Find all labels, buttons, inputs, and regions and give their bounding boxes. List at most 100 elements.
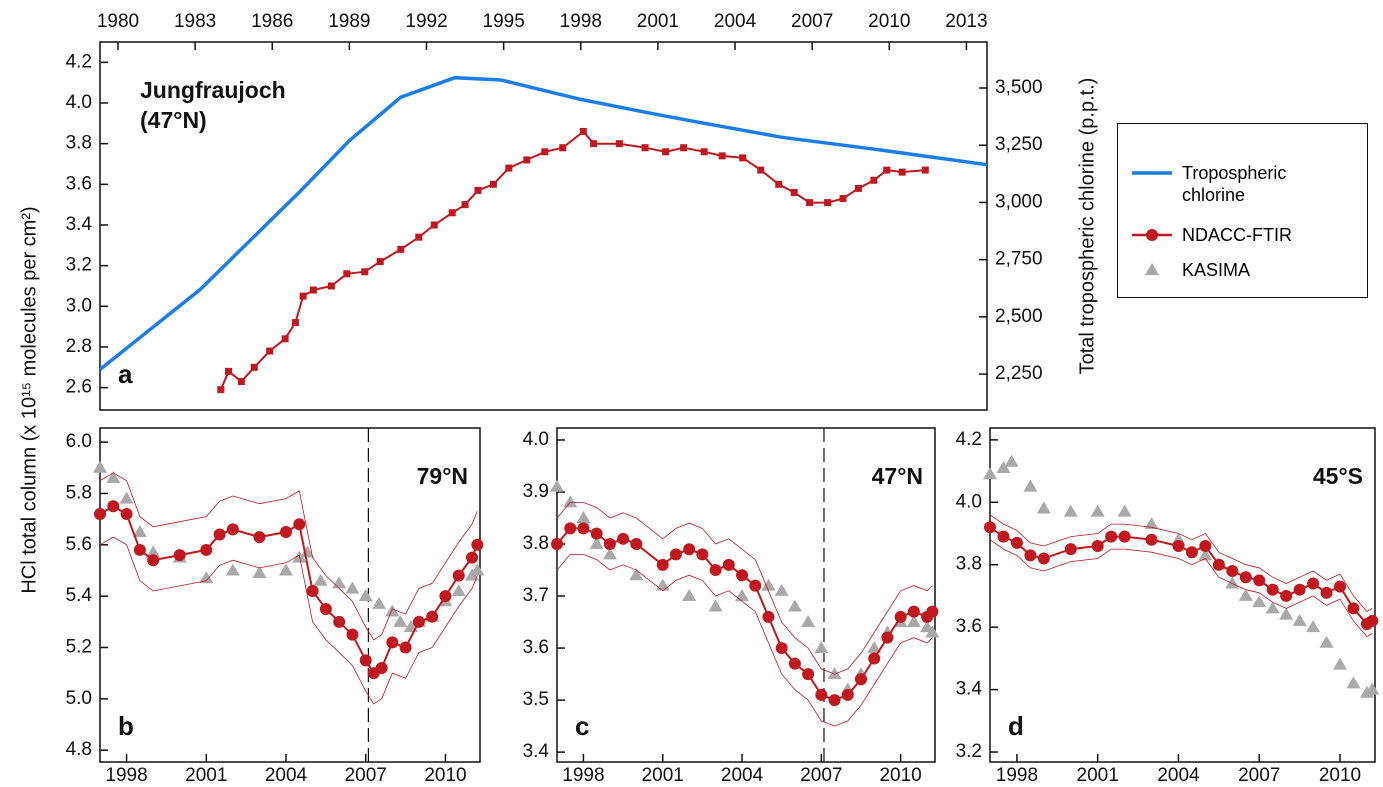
y-tick-label: 3.6: [66, 173, 92, 194]
marker: [293, 518, 306, 531]
marker: [1359, 685, 1374, 698]
y-tick-label: 3.4: [956, 679, 983, 700]
marker: [579, 127, 587, 135]
legend: Tropospheric chlorine NDACC-FTIR KASIMA: [1117, 123, 1368, 298]
x-tick-label: 2007: [800, 765, 842, 786]
marker: [1279, 607, 1294, 620]
marker: [1253, 574, 1266, 587]
y2-tick-label: 3,500: [995, 77, 1043, 98]
legend-entry: Tropospheric chlorine: [1130, 162, 1332, 206]
marker: [718, 152, 726, 160]
marker: [448, 209, 456, 217]
marker: [1266, 583, 1279, 596]
marker: [761, 578, 776, 591]
marker: [1063, 504, 1078, 517]
marker: [343, 270, 351, 278]
x-tick-label: 1986: [251, 11, 293, 32]
marker: [252, 566, 267, 579]
x-tick-label: 1998: [105, 765, 147, 786]
marker: [655, 578, 670, 591]
marker: [1265, 601, 1280, 614]
marker: [1333, 657, 1347, 670]
marker: [617, 532, 630, 545]
marker: [629, 568, 644, 581]
y2-tick-label: 2,250: [995, 363, 1043, 384]
x-tick-label: 2007: [345, 765, 387, 786]
marker: [1117, 504, 1132, 517]
marker: [94, 508, 106, 521]
marker: [854, 184, 862, 192]
marker: [806, 199, 814, 207]
marker: [898, 168, 906, 176]
marker: [630, 538, 643, 551]
y-tick-label: 3.4: [523, 741, 550, 762]
y-tick-label: 4.2: [956, 429, 982, 450]
y-tick-label: 3.5: [523, 689, 549, 710]
marker: [266, 347, 274, 355]
marker: [590, 140, 598, 148]
marker: [281, 335, 289, 343]
marker: [541, 148, 549, 156]
marker: [470, 563, 485, 576]
y-tick-label: 5.0: [66, 688, 92, 709]
marker: [359, 654, 372, 667]
marker: [563, 495, 578, 508]
marker: [550, 479, 564, 492]
marker: [1144, 517, 1159, 530]
marker: [306, 585, 319, 598]
y-tick-label: 4.0: [523, 429, 549, 450]
marker: [1334, 580, 1346, 593]
marker: [1226, 564, 1239, 577]
marker: [682, 589, 697, 602]
marker: [739, 154, 747, 162]
marker: [787, 599, 802, 612]
marker: [802, 668, 815, 681]
y2-axis-label: Total tropospheric chlorine (p.p.t.): [1076, 78, 1098, 375]
x-tick-label: 2013: [945, 11, 987, 32]
plot-frame: [99, 427, 481, 763]
marker: [757, 166, 765, 174]
marker: [1185, 546, 1198, 559]
x-tick-label: 2007: [1238, 765, 1280, 786]
marker: [669, 548, 682, 561]
x-tick-label: 1998: [562, 765, 604, 786]
marker: [1118, 530, 1131, 543]
uncertainty-line: [989, 539, 1373, 638]
marker: [700, 148, 708, 156]
marker: [883, 166, 891, 174]
chart-title: 47°N: [872, 463, 923, 489]
marker: [925, 625, 940, 638]
marker: [984, 521, 996, 534]
y-tick-label: 5.6: [66, 534, 92, 555]
uncertainty-line: [556, 554, 933, 727]
x-tick-label: 2004: [265, 765, 308, 786]
y2-tick-label: 2,500: [995, 306, 1043, 327]
marker: [300, 545, 315, 558]
marker: [894, 610, 907, 623]
marker: [250, 363, 258, 371]
marker: [226, 523, 239, 536]
marker: [106, 471, 121, 484]
marker: [173, 549, 186, 562]
marker: [412, 615, 425, 628]
marker: [1064, 543, 1077, 556]
marker: [1172, 539, 1185, 552]
legend-entry: NDACC-FTIR: [1130, 224, 1332, 246]
marker: [722, 558, 735, 571]
marker: [1198, 548, 1213, 561]
marker: [1365, 682, 1380, 695]
marker: [1090, 504, 1105, 517]
x-tick-label: 2010: [879, 765, 921, 786]
y-tick-label: 3.4: [66, 214, 93, 235]
marker: [280, 525, 293, 538]
marker: [452, 569, 465, 582]
marker: [225, 367, 233, 375]
marker: [641, 144, 649, 152]
y2-tick-label: 3,000: [995, 191, 1043, 212]
y2-tick-label: 3,250: [995, 134, 1043, 155]
marker: [451, 584, 466, 597]
marker: [1004, 454, 1019, 467]
marker: [824, 199, 832, 207]
marker: [1036, 501, 1051, 514]
panel-label: a: [118, 359, 133, 389]
